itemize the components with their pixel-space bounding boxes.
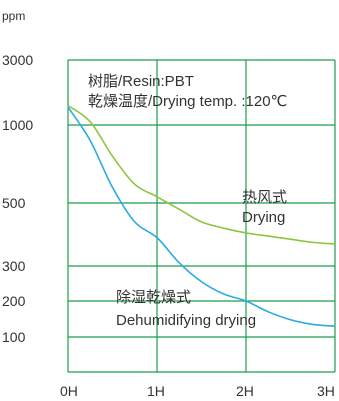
y-tick-label: 3000 (2, 52, 33, 68)
x-tick-label: 2H (236, 383, 254, 399)
x-tick-label: 3H (317, 383, 335, 399)
annotation-line-1: 树脂/Resin:PBT (88, 73, 194, 90)
y-tick-label: 500 (2, 195, 26, 211)
x-tick-label: 1H (147, 383, 165, 399)
series-label-dehumid-en: Dehumidifying drying (116, 312, 256, 329)
y-tick-label: 200 (2, 293, 26, 309)
series-label-dehumid-cn: 除湿乾燥式 (116, 289, 191, 306)
series-label-hot-air-cn: 热风式 (242, 189, 287, 206)
y-tick-label: 1000 (2, 117, 33, 133)
series-label-hot-air-en: Drying (242, 209, 285, 226)
x-tick-label: 0H (60, 383, 78, 399)
series-layer (67, 104, 336, 327)
grid: 3000 1000 500 300 200 100 0H 1H 2H 3H (2, 52, 336, 399)
series-line-dehumidifying (67, 106, 336, 327)
annotation-line-2: 乾燥温度/Drying temp. :120℃ (88, 93, 287, 110)
y-tick-label: 100 (2, 329, 26, 345)
y-axis-label: ppm (2, 9, 25, 23)
series-line-hot-air (67, 104, 336, 245)
y-tick-label: 300 (2, 258, 26, 274)
